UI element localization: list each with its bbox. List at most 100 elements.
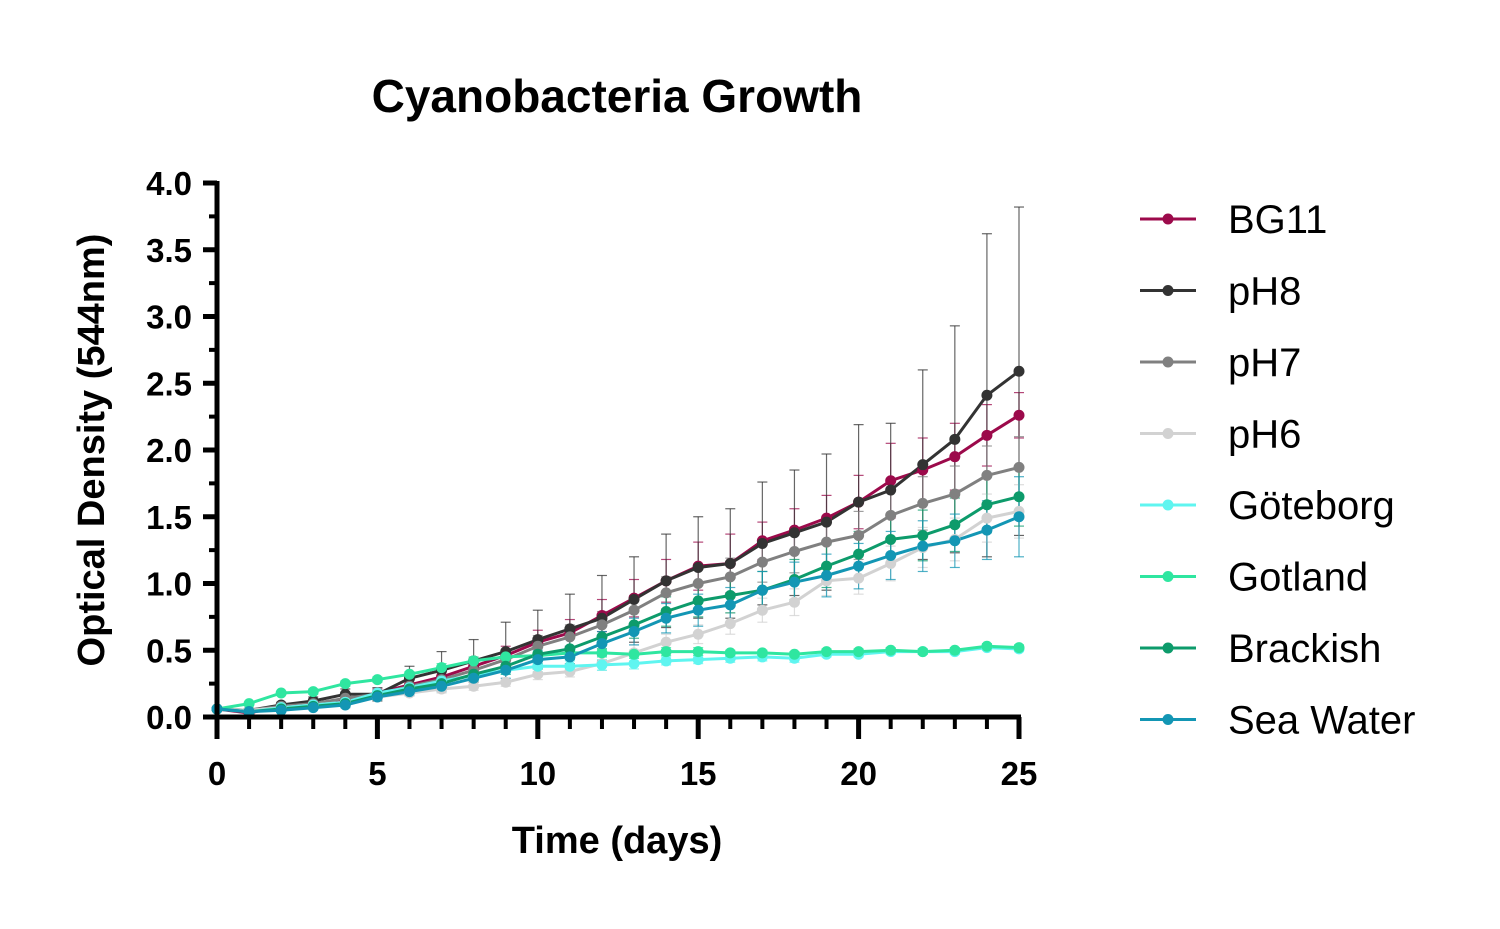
legend-item: pH8 <box>1140 270 1301 314</box>
data-point <box>885 644 897 656</box>
data-point <box>821 569 833 581</box>
data-point <box>628 626 640 638</box>
data-point <box>724 618 736 630</box>
data-point <box>500 676 512 688</box>
data-point <box>788 545 800 557</box>
x-tick-label: 15 <box>680 755 717 792</box>
data-point <box>853 646 865 658</box>
data-point <box>917 540 929 552</box>
data-point <box>500 651 512 663</box>
data-point <box>981 389 993 401</box>
data-point <box>788 527 800 539</box>
data-point <box>532 654 544 666</box>
data-point <box>788 648 800 660</box>
data-point <box>981 499 993 511</box>
data-point <box>660 636 672 648</box>
data-point <box>1013 365 1025 377</box>
data-point <box>821 646 833 658</box>
legend-label: pH7 <box>1228 341 1301 385</box>
data-point <box>949 535 961 547</box>
data-point <box>468 672 480 684</box>
data-point <box>371 674 383 686</box>
legend-swatch-marker <box>1162 499 1174 511</box>
data-point <box>724 557 736 569</box>
data-point <box>949 644 961 656</box>
data-point <box>628 648 640 660</box>
data-point <box>660 646 672 658</box>
legend-swatch-marker <box>1162 356 1174 368</box>
data-point <box>1013 511 1025 523</box>
legend-label: pH6 <box>1228 413 1301 457</box>
series-line-6 <box>216 495 1020 714</box>
data-point <box>692 628 704 640</box>
data-point <box>885 484 897 496</box>
data-point <box>853 572 865 584</box>
x-tick-label: 25 <box>1001 755 1038 792</box>
data-point <box>339 699 351 711</box>
data-point <box>756 604 768 616</box>
data-point <box>724 571 736 583</box>
chart-title: Cyanobacteria Growth <box>372 70 863 122</box>
data-point <box>403 686 415 698</box>
data-point <box>692 604 704 616</box>
data-point <box>468 680 480 692</box>
data-point <box>628 594 640 606</box>
legend-label: Gotland <box>1228 556 1368 600</box>
legend-item: pH7 <box>1140 341 1301 385</box>
data-point <box>307 702 319 714</box>
data-point <box>596 647 608 659</box>
data-point <box>339 678 351 690</box>
data-point <box>981 469 993 481</box>
x-tick-label: 0 <box>208 755 226 792</box>
y-tick-label: 1.0 <box>146 566 192 603</box>
data-point <box>532 668 544 680</box>
data-point <box>436 680 448 692</box>
data-point <box>692 646 704 658</box>
data-point <box>628 604 640 616</box>
y-tick-label: 1.5 <box>146 499 192 536</box>
data-point <box>788 576 800 588</box>
series-lines <box>216 370 1020 715</box>
data-point <box>660 612 672 624</box>
legend-swatch-marker <box>1162 714 1174 725</box>
legend-item: Brackish <box>1140 627 1381 671</box>
data-point <box>692 654 704 666</box>
data-point <box>885 557 897 569</box>
data-point <box>275 704 287 716</box>
data-point <box>756 537 768 549</box>
legend-item: Göteborg <box>1140 484 1395 528</box>
data-point <box>1013 461 1025 473</box>
data-point <box>756 647 768 659</box>
data-point <box>724 647 736 659</box>
legend-label: Göteborg <box>1228 484 1395 528</box>
data-point <box>885 549 897 561</box>
data-point <box>1013 409 1025 421</box>
data-point <box>692 595 704 607</box>
data-point <box>981 524 993 536</box>
data-point <box>468 655 480 667</box>
data-point <box>628 658 640 670</box>
data-point <box>692 561 704 573</box>
data-point <box>949 451 961 463</box>
y-tick-label: 2.0 <box>146 432 192 469</box>
legend-swatch-marker <box>1162 642 1174 654</box>
data-point <box>596 659 608 671</box>
data-point <box>724 590 736 602</box>
legend: BG11 pH8 pH7 pH6 Göteborg Gotland Brackish Sea … <box>1140 198 1415 743</box>
data-point <box>756 556 768 568</box>
legend-item: pH6 <box>1140 413 1301 457</box>
legend-label: Sea Water <box>1228 699 1415 743</box>
data-point <box>981 640 993 652</box>
data-point <box>885 475 897 487</box>
data-point <box>660 587 672 599</box>
data-point <box>243 698 255 710</box>
data-point <box>885 533 897 545</box>
data-point <box>532 640 544 652</box>
data-point <box>724 599 736 611</box>
data-point <box>917 646 929 658</box>
data-point <box>853 560 865 572</box>
legend-item: Sea Water <box>1140 699 1415 743</box>
legend-label: BG11 <box>1228 198 1327 242</box>
data-point <box>275 687 287 699</box>
series-line-3 <box>216 509 1020 712</box>
